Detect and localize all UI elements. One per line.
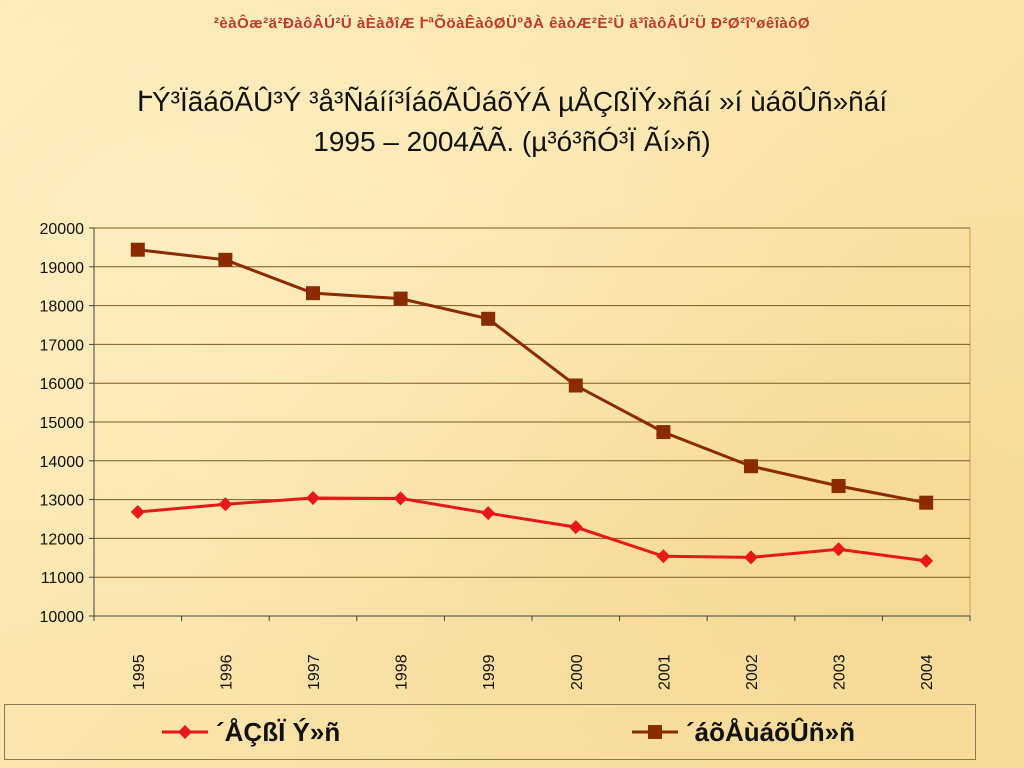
chart-title-line2: 1995 – 2004ÃÃ. (µ³ó³ñÓ³Ï Ãí»ñ) — [313, 126, 711, 157]
x-tick-label: 2001 — [656, 654, 673, 690]
data-point-series1 — [744, 550, 758, 565]
x-tick-label: 1996 — [218, 654, 235, 690]
y-tick-label: 17000 — [40, 337, 85, 354]
line-chart: 10000 11000 12000 13000 14000 15000 16000 17000… — [40, 221, 971, 690]
data-point-series1 — [130, 505, 145, 520]
data-point-series1 — [656, 549, 671, 564]
data-point-series2 — [568, 378, 583, 393]
data-point-series2 — [744, 459, 758, 474]
legend-item-series1: ´ÅÇßÏ Ý»ñ — [160, 717, 340, 747]
y-tick-label: 10000 — [40, 609, 85, 626]
y-tick-label: 13000 — [40, 493, 85, 510]
legend-label-series2: ´áõÅùáõÛñ»ñ — [686, 716, 855, 747]
y-tick-label: 18000 — [40, 299, 85, 316]
x-tick-label: 2002 — [744, 654, 761, 690]
x-tick-label: 1997 — [306, 654, 323, 690]
data-point-series2 — [130, 242, 145, 257]
data-point-series2 — [218, 252, 233, 267]
series-line-1 — [137, 496, 927, 563]
data-point-series2 — [481, 311, 496, 326]
chart-title-line1: ՒÝ³ÏãáõÃÛ³Ý ³å³Ñáíí³ÍáõÃÛáõÝÁ µÅÇßÏÝ»ñáí… — [136, 86, 888, 117]
y-tick-label: 11000 — [41, 570, 84, 587]
data-point-series2 — [831, 479, 846, 494]
x-tick-label: 2004 — [919, 654, 936, 690]
data-point-series1 — [218, 497, 233, 512]
data-point-series1 — [481, 506, 496, 521]
legend-item-series2: ´áõÅùáõÛñ»ñ — [630, 717, 855, 747]
legend-label-series1: ´ÅÇßÏ Ý»ñ — [216, 716, 341, 747]
data-point-series2 — [656, 425, 671, 440]
legend-square-marker-icon — [632, 725, 678, 739]
x-tick-label: 1998 — [394, 654, 411, 690]
chart-legend: ´ÅÇßÏ Ý»ñ ´áõÅùáõÛñ»ñ — [4, 704, 976, 760]
data-point-series1 — [393, 491, 408, 506]
y-tick-label: 19000 — [40, 260, 85, 277]
data-point-series1 — [831, 542, 846, 557]
x-tick-label: 2000 — [569, 654, 586, 690]
x-tick-label: 1995 — [131, 654, 148, 690]
series-line-2 — [137, 248, 927, 505]
data-point-series1 — [306, 491, 320, 506]
x-tick-label: 2003 — [832, 654, 849, 690]
data-point-series2 — [919, 495, 934, 510]
y-tick-label: 15000 — [40, 415, 85, 432]
y-tick-label: 16000 — [40, 376, 85, 393]
data-point-series1 — [919, 553, 934, 568]
y-tick-label: 14000 — [40, 454, 85, 471]
y-tick-label: 20000 — [40, 221, 85, 238]
x-tick-label: 1999 — [481, 654, 498, 690]
data-point-series1 — [568, 520, 583, 535]
chart-title: ՒÝ³ÏãáõÃÛ³Ý ³å³Ñáíí³ÍáõÃÛáõÝÁ µÅÇßÏÝ»ñáí… — [40, 82, 984, 162]
data-point-series2 — [306, 286, 320, 301]
data-point-series2 — [393, 291, 408, 306]
legend-diamond-marker-icon — [162, 725, 208, 739]
y-tick-label: 12000 — [40, 531, 85, 548]
slide-header: ²èàÔæ²ä²ÐàôÂÚ²Ü àÈàðîÆ ՒªÕöàÊàôØÜºðÀ êàò… — [213, 15, 811, 32]
